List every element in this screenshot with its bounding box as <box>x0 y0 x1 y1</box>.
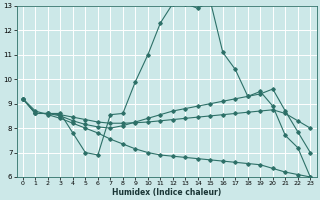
X-axis label: Humidex (Indice chaleur): Humidex (Indice chaleur) <box>112 188 221 197</box>
